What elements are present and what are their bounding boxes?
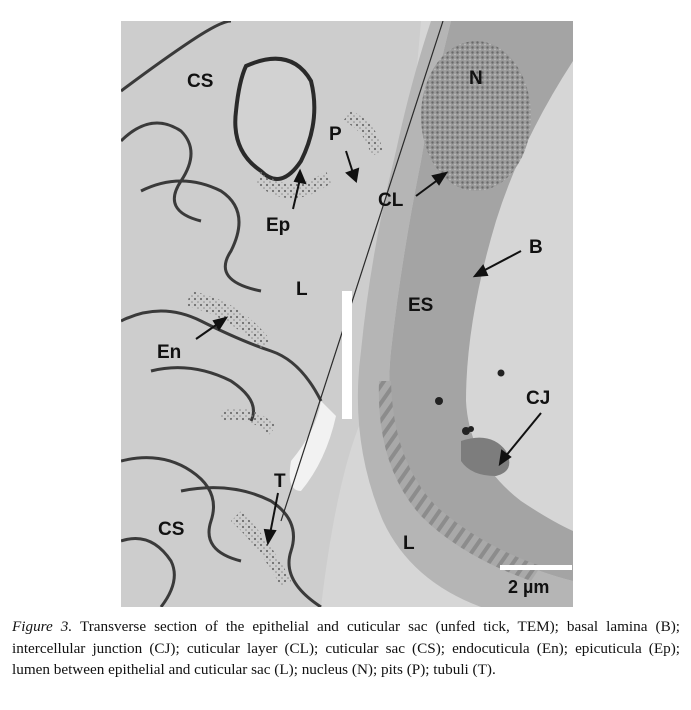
pits-texture bbox=[256, 171, 331, 199]
label-cj: CJ bbox=[526, 388, 550, 409]
label-cs-bottom: CS bbox=[158, 519, 184, 540]
label-p: P bbox=[329, 124, 342, 145]
cuticular-layer bbox=[357, 21, 573, 607]
label-ep: Ep bbox=[266, 215, 290, 236]
scale-bar bbox=[500, 565, 572, 570]
pits-texture-right bbox=[343, 111, 383, 156]
white-marker-bar bbox=[342, 291, 352, 419]
label-l-lower: L bbox=[403, 533, 415, 554]
label-n: N bbox=[469, 68, 483, 89]
label-en: En bbox=[157, 342, 181, 363]
annotation-arrows bbox=[195, 150, 542, 546]
label-cl: CL bbox=[378, 190, 404, 211]
caption-text: Transverse section of the epithelial and… bbox=[12, 618, 680, 678]
organelles bbox=[435, 369, 505, 435]
micrograph-image: CS N P CL Ep B L ES En CJ T CS L 2 µm bbox=[121, 21, 573, 607]
tubuli-texture bbox=[231, 511, 291, 587]
label-b: B bbox=[529, 237, 543, 258]
section-line bbox=[280, 21, 444, 522]
cuticular-folds bbox=[121, 21, 323, 607]
label-l-upper: L bbox=[296, 279, 308, 300]
nucleus bbox=[421, 41, 531, 191]
pits-texture-mid bbox=[221, 408, 276, 435]
figure-caption: Figure 3. Transverse section of the epit… bbox=[12, 616, 680, 681]
striated-layer bbox=[378, 381, 541, 581]
label-es: ES bbox=[408, 295, 433, 316]
label-t: T bbox=[274, 471, 286, 492]
cuticular-sac-loop bbox=[233, 56, 317, 181]
junction-structure bbox=[461, 437, 510, 476]
scale-bar-label: 2 µm bbox=[508, 577, 549, 597]
endocuticula-texture bbox=[186, 291, 271, 351]
label-cs-top: CS bbox=[187, 71, 213, 92]
figure-label: Figure 3. bbox=[12, 618, 73, 635]
lumen-highlight bbox=[289, 401, 336, 491]
